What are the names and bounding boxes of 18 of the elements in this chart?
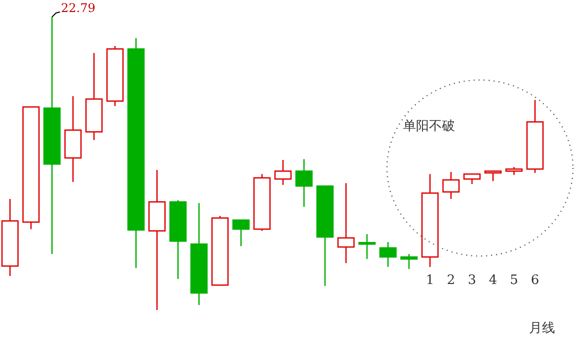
- x-tick-label: 2: [446, 273, 456, 288]
- annotation: 单阳不破: [403, 119, 455, 134]
- candlestick: [421, 173, 439, 268]
- candlestick: [148, 169, 166, 311]
- candlestick: [1, 198, 19, 277]
- text: 月线: [529, 321, 555, 336]
- candlestick: [127, 37, 145, 269]
- x-tick-label: 4: [488, 273, 498, 288]
- candlestick: [295, 158, 313, 208]
- candlestick: [190, 202, 208, 306]
- candlestick: [337, 182, 355, 264]
- x-tick-label: 5: [510, 273, 518, 288]
- x-tick-label: 3: [468, 273, 476, 288]
- candlestick: [43, 16, 61, 255]
- candlestick: [64, 95, 82, 183]
- text: 22.79: [61, 1, 96, 15]
- x-tick-label: 6: [530, 273, 540, 288]
- x-tick-label: 1: [426, 273, 434, 288]
